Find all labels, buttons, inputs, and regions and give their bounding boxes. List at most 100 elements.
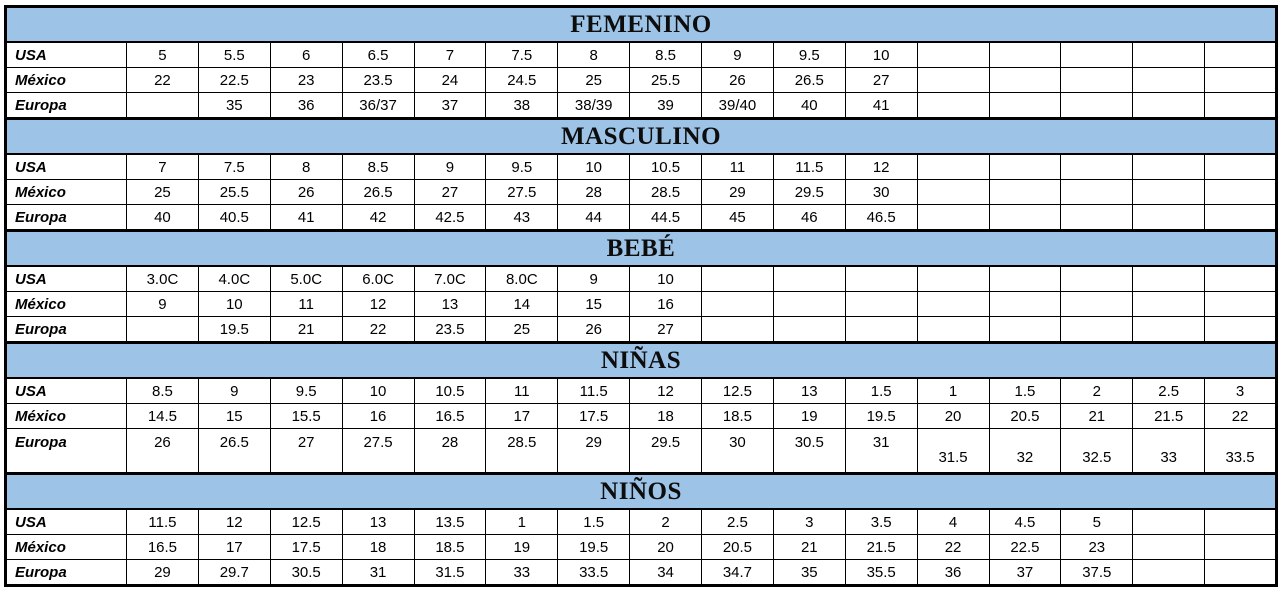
size-value-cell: 41 [269, 204, 343, 231]
size-value-cell: 34.7 [701, 559, 774, 586]
size-value-cell: 14.5 [126, 403, 199, 429]
size-value-cell: 24.5 [485, 67, 559, 93]
size-value-cell: 15 [557, 291, 631, 317]
size-value-cell: 10 [197, 291, 271, 317]
size-value-cell: 11.5 [126, 508, 199, 535]
size-value-cell: 34 [629, 559, 702, 586]
size-value-cell: 25 [485, 316, 559, 343]
size-value-cell: 12.5 [269, 508, 343, 535]
size-value-cell: 29 [701, 179, 774, 205]
size-value-cell: 26 [701, 67, 774, 93]
size-value-cell: 30 [844, 179, 918, 205]
empty-cell [1060, 153, 1134, 180]
size-value-cell: 38 [485, 92, 559, 119]
size-value-cell: 7.0C [413, 265, 487, 292]
empty-cell [1204, 41, 1277, 68]
size-value-cell: 10 [629, 265, 702, 292]
empty-cell [916, 41, 990, 68]
empty-cell [1060, 291, 1134, 317]
size-value-cell: 31.5 [916, 428, 990, 474]
size-value-cell: 36 [269, 92, 343, 119]
size-value-cell: 26 [126, 428, 199, 474]
size-value-cell: 32.5 [1060, 428, 1134, 474]
section-header-row-ninas: NIÑAS [5, 341, 1277, 379]
size-value-cell: 22 [1204, 403, 1277, 429]
size-value-cell: 10 [557, 153, 631, 180]
size-value-cell: 20 [916, 403, 990, 429]
size-value-cell: 39 [629, 92, 702, 119]
size-value-cell: 44.5 [629, 204, 702, 231]
size-value-cell: 10 [844, 41, 918, 68]
empty-cell [1204, 291, 1277, 317]
size-value-cell: 7 [126, 153, 199, 180]
size-value-cell: 27 [629, 316, 702, 343]
empty-cell [916, 67, 990, 93]
empty-cell [988, 291, 1062, 317]
size-value-cell: 44 [557, 204, 631, 231]
row-label-europa: Europa [5, 428, 127, 474]
size-value-cell: 31.5 [413, 559, 487, 586]
empty-cell [916, 291, 990, 317]
size-value-cell: 1 [485, 508, 559, 535]
size-value-cell: 35 [197, 92, 271, 119]
empty-cell [1204, 179, 1277, 205]
size-value-cell: 16 [341, 403, 415, 429]
size-value-cell: 20.5 [988, 403, 1062, 429]
size-value-cell: 12 [844, 153, 918, 180]
row-label-mexico: México [5, 534, 127, 560]
size-value-cell: 27 [269, 428, 343, 474]
row-label-mexico: México [5, 291, 127, 317]
size-value-cell: 29.7 [197, 559, 271, 586]
size-value-cell: 17.5 [557, 403, 631, 429]
size-value-cell: 22.5 [197, 67, 271, 93]
size-value-cell: 22 [916, 534, 990, 560]
size-value-cell: 17 [485, 403, 559, 429]
section-header-row-bebe: BEBÉ [5, 229, 1277, 267]
size-conversion-table: FEMENINO USA 5 5.5 6 6.5 7 7.5 8 8.5 9 9.5 10 Méxi… [4, 5, 1278, 587]
size-value-cell: 36/37 [341, 92, 415, 119]
size-value-cell: 40 [772, 92, 846, 119]
empty-cell [844, 316, 918, 343]
empty-cell [701, 316, 774, 343]
size-value-cell: 13.5 [413, 508, 487, 535]
size-value-cell: 16.5 [126, 534, 199, 560]
size-value-cell: 11 [485, 377, 559, 404]
size-value-cell: 25 [557, 67, 631, 93]
size-value-cell: 42 [341, 204, 415, 231]
size-value-cell: 33.5 [1204, 428, 1277, 474]
empty-cell [1060, 179, 1134, 205]
empty-cell [916, 265, 990, 292]
size-value-cell: 23 [269, 67, 343, 93]
ninos-usa-row: USA 11.5 12 12.5 13 13.5 1 1.5 2 2.5 3 3.5 4 4.5 5 [5, 508, 1277, 535]
size-value-cell: 22 [341, 316, 415, 343]
size-value-cell: 22 [126, 67, 199, 93]
size-value-cell: 19.5 [557, 534, 631, 560]
size-value-cell: 37.5 [1060, 559, 1134, 586]
empty-cell [916, 179, 990, 205]
ninos-europa-row: Europa 29 29.7 30.5 31 31.5 33 33.5 34 34.7 35 35.… [5, 559, 1277, 586]
size-value-cell: 25.5 [629, 67, 702, 93]
size-value-cell: 25 [126, 179, 199, 205]
size-value-cell: 8.5 [629, 41, 702, 68]
size-value-cell: 25.5 [197, 179, 271, 205]
size-value-cell: 8.0C [485, 265, 559, 292]
empty-cell [701, 291, 774, 317]
empty-cell [1204, 92, 1277, 119]
size-value-cell: 28 [557, 179, 631, 205]
empty-cell [1204, 67, 1277, 93]
size-value-cell: 2 [1060, 377, 1134, 404]
size-value-cell: 13 [772, 377, 846, 404]
empty-cell [1060, 204, 1134, 231]
size-value-cell: 9 [557, 265, 631, 292]
section-header-row-femenino: FEMENINO [5, 5, 1277, 43]
size-value-cell: 43 [485, 204, 559, 231]
size-value-cell: 18 [341, 534, 415, 560]
row-label-usa: USA [5, 377, 127, 404]
size-value-cell: 15.5 [269, 403, 343, 429]
size-value-cell: 33 [485, 559, 559, 586]
size-value-cell: 38/39 [557, 92, 631, 119]
size-value-cell: 10 [341, 377, 415, 404]
size-value-cell: 2.5 [701, 508, 774, 535]
size-value-cell: 23 [1060, 534, 1134, 560]
size-value-cell: 3 [1204, 377, 1277, 404]
